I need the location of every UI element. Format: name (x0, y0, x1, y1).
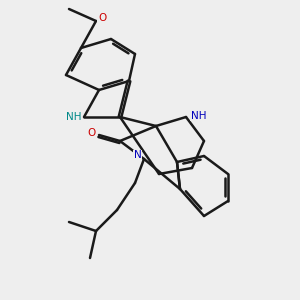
Text: O: O (98, 13, 106, 23)
Text: O: O (87, 128, 96, 139)
Text: N: N (134, 150, 141, 161)
Text: NH: NH (191, 110, 206, 121)
Text: NH: NH (66, 112, 81, 122)
